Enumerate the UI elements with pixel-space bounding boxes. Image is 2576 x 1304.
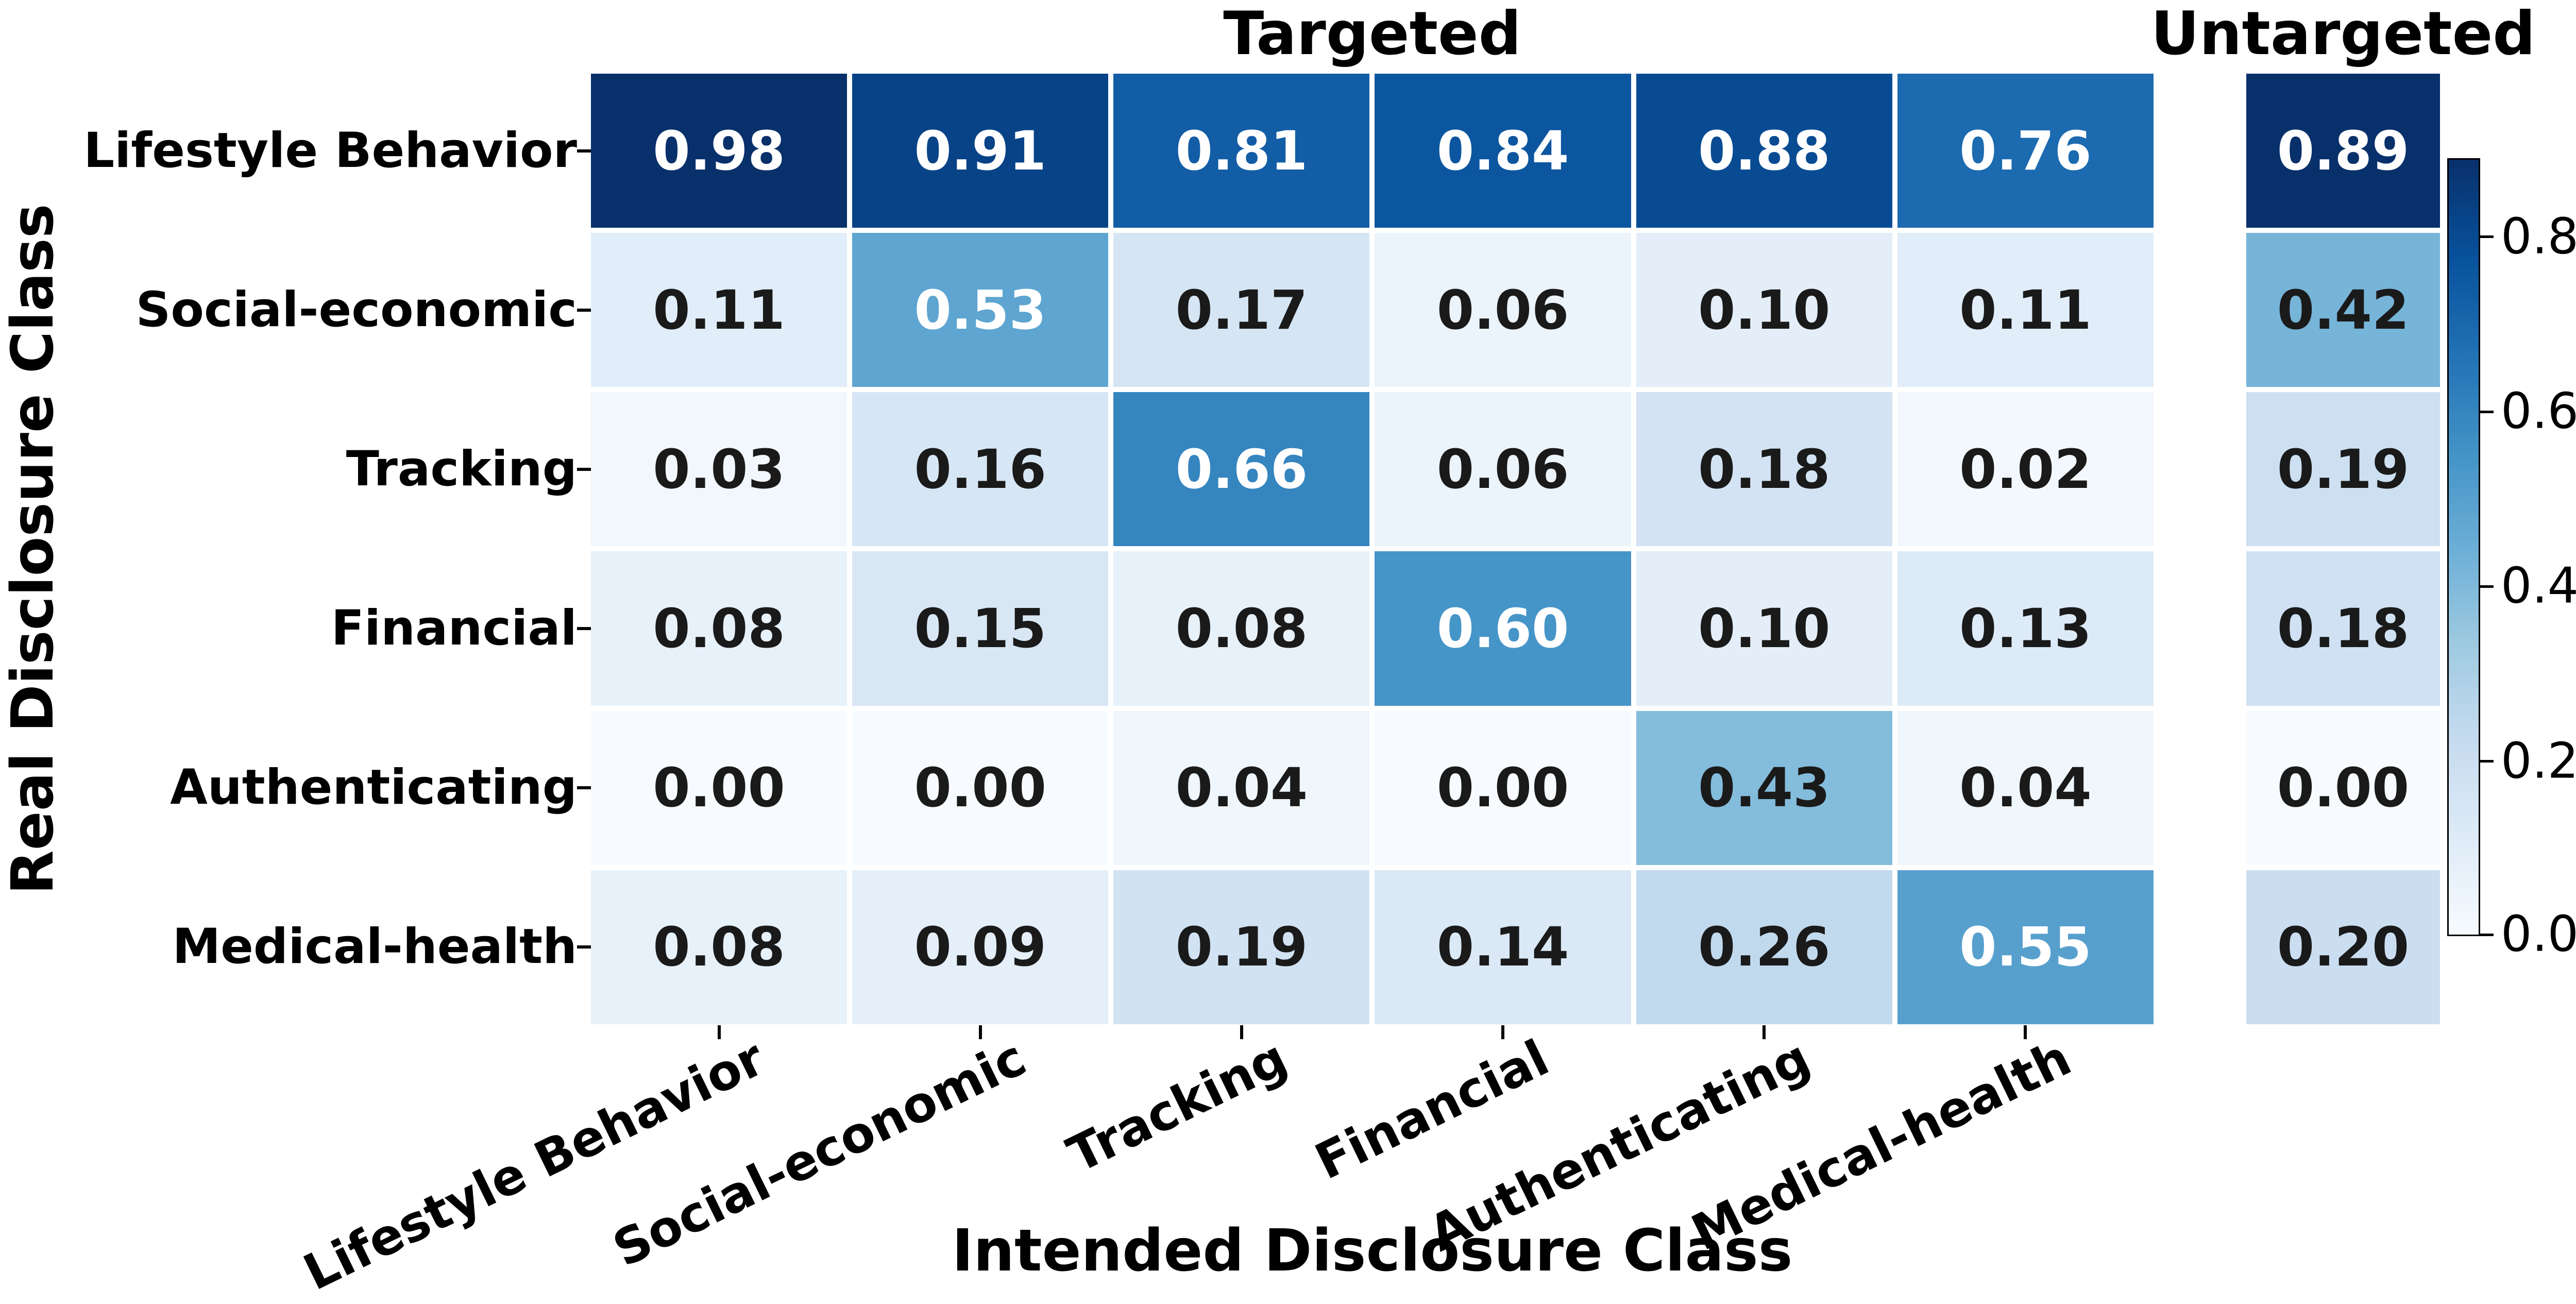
colorbar-tick-label-4: 0.8 [2501,208,2576,265]
targeted-cell-r4c3: 0.00 [1375,710,1631,865]
targeted-cell-r4c1: 0.00 [852,710,1109,865]
untargeted-heatmap: 0.89 0.42 0.19 0.18 0.00 0.20 [2246,74,2440,1024]
row-label-1: Social-economic [135,281,577,338]
targeted-cell-r0c1: 0.91 [852,74,1109,228]
targeted-cell-r0c2: 0.81 [1113,74,1370,228]
colorbar-tick-label-1: 0.2 [2501,733,2576,790]
colorbar-tick-mark-1 [2480,760,2494,763]
targeted-title: Targeted [1223,0,1521,69]
targeted-cell-r5c1: 0.09 [852,870,1109,1024]
targeted-cell-r2c0: 0.03 [591,392,848,547]
colorbar-tick-mark-3 [2480,410,2494,413]
targeted-cell-r2c5: 0.02 [1897,392,2154,547]
targeted-cell-r0c5: 0.76 [1897,74,2154,228]
y-tick-mark-5 [577,945,591,949]
targeted-cell-r4c2: 0.04 [1113,710,1370,865]
targeted-cell-r3c0: 0.08 [591,551,848,706]
y-axis-label: Real Disclosure Class [0,204,66,894]
untargeted-title: Untargeted [2150,0,2536,69]
targeted-cell-r4c0: 0.00 [591,710,848,865]
targeted-cell-r5c0: 0.08 [591,870,848,1024]
x-tick-mark-3 [1501,1025,1505,1039]
colorbar-tick-label-2: 0.4 [2501,557,2576,615]
targeted-cell-r1c1: 0.53 [852,233,1109,387]
x-tick-mark-1 [978,1025,982,1039]
targeted-cell-r1c0: 0.11 [591,233,848,387]
targeted-cell-r5c4: 0.26 [1636,870,1892,1024]
row-label-2: Tracking [346,441,577,497]
x-axis-label: Intended Disclosure Class [952,1217,1793,1284]
targeted-cell-r1c3: 0.06 [1375,233,1631,387]
targeted-cell-r3c4: 0.10 [1636,551,1892,706]
y-tick-mark-4 [577,786,591,790]
colorbar-tick-label-3: 0.6 [2501,383,2576,440]
targeted-cell-r0c4: 0.88 [1636,74,1892,228]
y-tick-mark-2 [577,467,591,471]
targeted-cell-r3c1: 0.15 [852,551,1109,706]
row-label-4: Authenticating [170,759,577,816]
targeted-cell-r5c2: 0.19 [1113,870,1370,1024]
targeted-cell-r4c4: 0.43 [1636,710,1892,865]
col-label-2: Tracking [1058,1028,1296,1184]
row-label-3: Financial [331,600,577,657]
x-tick-mark-2 [1240,1025,1243,1039]
y-tick-mark-1 [577,308,591,312]
colorbar-tick-label-0: 0.0 [2501,906,2576,963]
y-tick-mark-3 [577,627,591,631]
untargeted-cell-r3c0: 0.18 [2246,551,2440,706]
x-tick-mark-5 [2024,1025,2027,1039]
targeted-cell-r1c2: 0.17 [1113,233,1370,387]
targeted-cell-r3c3: 0.60 [1375,551,1631,706]
untargeted-cell-r4c0: 0.00 [2246,710,2440,865]
targeted-cell-r5c5: 0.55 [1897,870,2154,1024]
targeted-cell-r1c5: 0.11 [1897,233,2154,387]
col-label-0: Lifestyle Behavior [295,1028,774,1302]
targeted-cell-r1c4: 0.10 [1636,233,1892,387]
targeted-cell-r5c3: 0.14 [1375,870,1631,1024]
targeted-cell-r3c2: 0.08 [1113,551,1370,706]
targeted-cell-r2c2: 0.66 [1113,392,1370,547]
x-tick-mark-4 [1762,1025,1766,1039]
y-tick-mark-0 [577,149,591,153]
untargeted-cell-r2c0: 0.19 [2246,392,2440,547]
targeted-cell-r0c0: 0.98 [591,74,848,228]
colorbar-tick-mark-0 [2480,933,2494,936]
x-tick-mark-0 [717,1025,721,1039]
targeted-cell-r2c3: 0.06 [1375,392,1631,547]
row-label-0: Lifestyle Behavior [83,122,577,179]
colorbar [2447,158,2480,936]
targeted-cell-r4c5: 0.04 [1897,710,2154,865]
colorbar-tick-mark-4 [2480,235,2494,239]
targeted-heatmap: 0.98 0.91 0.81 0.84 0.88 0.76 0.11 0.53 0.17 0.06… [591,74,2154,1024]
untargeted-cell-r0c0: 0.89 [2246,74,2440,228]
colorbar-tick-mark-2 [2480,585,2494,588]
targeted-cell-r2c1: 0.16 [852,392,1109,547]
targeted-cell-r2c4: 0.18 [1636,392,1892,547]
untargeted-cell-r5c0: 0.20 [2246,870,2440,1024]
targeted-cell-r0c3: 0.84 [1375,74,1631,228]
untargeted-cell-r1c0: 0.42 [2246,233,2440,387]
row-label-5: Medical-health [172,919,577,975]
targeted-cell-r3c5: 0.13 [1897,551,2154,706]
